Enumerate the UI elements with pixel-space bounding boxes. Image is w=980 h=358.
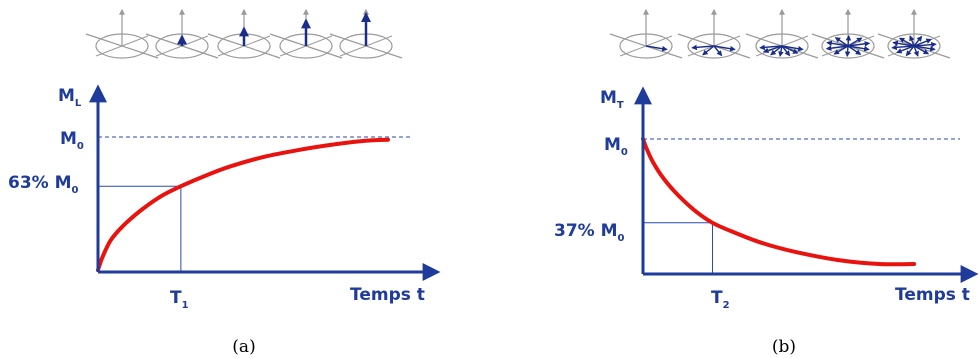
marker-y-label-b: 37% M0 [554, 221, 625, 244]
magnetization-diagram-icon [745, 8, 819, 59]
spin-vector [781, 45, 799, 54]
magnetization-diagram-icon [811, 8, 885, 59]
spin-vector [892, 40, 915, 47]
plot-b: MT M0 37% M0 T2 Temps t [554, 86, 979, 311]
magnetization-diagram-icon [207, 8, 281, 59]
spin-vector [913, 35, 923, 47]
caption-b: (b) [772, 337, 796, 357]
spin-vector [834, 37, 849, 47]
panel-a: ML M0 63% M0 T1 Temps t (a) [8, 8, 441, 357]
spin-vector [825, 45, 849, 51]
spin-vector [702, 45, 715, 56]
spin-vector [844, 45, 851, 58]
spin-vector [896, 45, 915, 54]
magnetization-diagram-icon [269, 8, 343, 59]
spin-vector [847, 41, 871, 47]
recovery-curve-a [96, 137, 390, 272]
magnetization-diagram-icon [877, 8, 951, 59]
spin-vector [778, 45, 784, 58]
spin-vector [905, 45, 915, 57]
spin-vector [913, 41, 937, 48]
decay-curve-b [641, 137, 917, 267]
magnetization-diagram-icon [329, 8, 403, 59]
y-axis-title-a: ML [58, 86, 82, 109]
spin-vector [913, 45, 936, 52]
spin-vector [847, 45, 870, 52]
marker-y-label-a: 63% M0 [8, 173, 79, 196]
magnetization-diagram-icon [145, 8, 219, 59]
icon-row-b [609, 8, 951, 59]
spin-vector [891, 44, 915, 51]
panel-b: MT M0 37% M0 T2 Temps t (b) [554, 8, 979, 357]
x-axis-title-a: Temps t [350, 285, 425, 305]
x-axis-title-b: Temps t [895, 285, 970, 305]
spin-vector [713, 45, 723, 57]
spin-vector [759, 44, 783, 51]
asymptote-label-a: M0 [60, 129, 84, 152]
spin-vector [691, 44, 715, 51]
spin-vector [909, 35, 915, 47]
spin-vector [847, 37, 863, 47]
spin-vector [847, 45, 862, 55]
caption-a: (a) [232, 337, 255, 357]
spin-vector [781, 45, 804, 52]
spin-vector [845, 34, 852, 47]
magnetization-diagram-icon [609, 8, 683, 59]
spin-vector [898, 37, 915, 47]
marker-x-label-a: T1 [170, 288, 189, 311]
asymptote-label-b: M0 [604, 135, 628, 158]
spin-vector [713, 45, 736, 52]
spin-vector [781, 45, 791, 57]
spin-vector [913, 45, 919, 57]
y-axis-title-b: MT [600, 88, 624, 111]
spin-vector [913, 45, 930, 55]
magnetization-diagram-icon [85, 8, 159, 59]
spin-vector [645, 45, 668, 52]
spin-vector [833, 45, 849, 55]
magnetization-diagram-icon [677, 8, 751, 59]
spin-vector [826, 40, 849, 47]
marker-x-label-b: T2 [711, 288, 730, 311]
spin-vector [762, 45, 783, 54]
spin-vector [770, 45, 783, 56]
spin-vector [913, 38, 932, 47]
plot-a: ML M0 63% M0 T1 Temps t [8, 84, 441, 311]
icon-row-a [85, 8, 403, 59]
